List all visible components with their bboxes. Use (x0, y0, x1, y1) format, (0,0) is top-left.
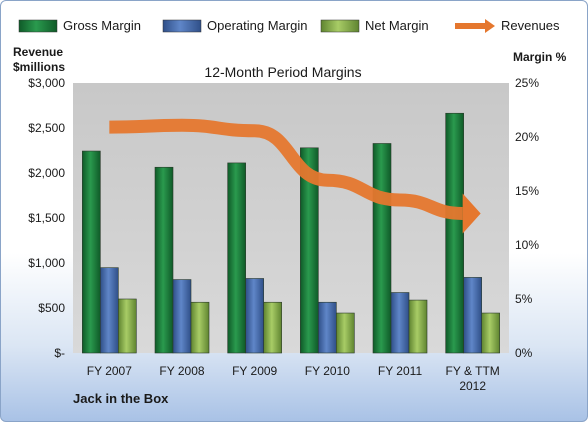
revenue-line (109, 118, 481, 234)
net-margin-bar (263, 301, 282, 354)
revenue-arrowhead (462, 193, 481, 234)
legend-swatch (18, 19, 58, 33)
net-margin-bar (190, 301, 210, 354)
left-tick-label: $2,000 (28, 166, 65, 180)
right-axis-ticks: 0% 5% 10% 15% 20% 25% (515, 76, 539, 360)
category-label: FY 2011 (378, 364, 423, 378)
category-labels: FY 2007 FY 2008 FY 2009 FY 2010 FY 2011 FY & … (87, 364, 500, 393)
category-label: FY 2007 (87, 364, 132, 378)
left-axis-label-line1: Revenue (13, 45, 63, 59)
left-tick-label: $2,500 (28, 121, 65, 135)
gross-margin-bar (227, 162, 246, 354)
right-tick-label: 0% (515, 346, 533, 360)
category-label: 2012 (459, 379, 486, 393)
left-tick-label: $- (54, 346, 65, 360)
operating-margin-bar (390, 292, 410, 354)
gross-margin-bar (372, 143, 392, 354)
net-margin-bar (408, 299, 428, 354)
legend-label: Net Margin (365, 18, 429, 33)
operating-margin-bar (172, 279, 192, 354)
revenue-line-path (109, 118, 463, 220)
right-axis-label: Margin % (513, 50, 567, 64)
legend-label: Operating Margin (207, 18, 307, 33)
gross-margin-bar (300, 147, 319, 354)
net-margin-bar (336, 312, 355, 354)
operating-margin-bar (245, 278, 264, 354)
left-tick-label: $1,500 (28, 211, 65, 225)
left-tick-label: $500 (38, 301, 65, 315)
category-label: FY 2009 (232, 364, 277, 378)
legend-label: Gross Margin (63, 18, 141, 33)
legend-arrow-icon (485, 19, 495, 33)
left-tick-label: $3,000 (28, 76, 65, 90)
net-margin-bar (481, 312, 500, 354)
right-tick-label: 5% (515, 292, 533, 306)
chart-title: 12-Month Period Margins (204, 64, 361, 80)
category-label: FY 2008 (159, 364, 204, 378)
category-label: FY & TTM (446, 364, 500, 378)
footer-company-name: Jack in the Box (73, 391, 169, 406)
net-margin-bar (118, 298, 137, 354)
legend-swatch (162, 19, 202, 33)
legend-swatch (320, 19, 360, 33)
legend-label: Revenues (501, 18, 560, 33)
category-label: FY 2010 (305, 364, 350, 378)
left-axis-label-line2: $millions (13, 60, 65, 74)
right-tick-label: 15% (515, 184, 539, 198)
operating-margin-bar (463, 277, 482, 354)
right-tick-label: 10% (515, 238, 539, 252)
operating-margin-bar (100, 267, 119, 354)
right-tick-label: 25% (515, 76, 539, 90)
gross-margin-bar (445, 112, 464, 354)
gross-margin-bar (82, 150, 101, 354)
left-tick-label: $1,000 (28, 256, 65, 270)
legend: Gross Margin Operating Margin Net Margin Re… (18, 18, 560, 33)
left-axis-ticks: $- $500 $1,000 $1,500 $2,000 $2,500 $3,000 (28, 76, 65, 360)
operating-margin-bar (318, 301, 337, 354)
gross-margin-bar (154, 166, 174, 354)
right-tick-label: 20% (515, 130, 539, 144)
